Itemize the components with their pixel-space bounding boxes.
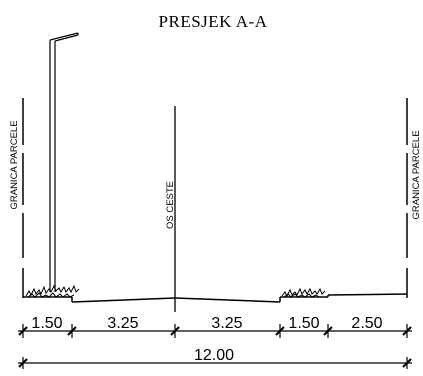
right-parcel-label: GRANICA PARCELE (411, 130, 422, 219)
segment-5-label: 2.50 (351, 315, 382, 332)
segment-1-label: 1.50 (31, 315, 62, 332)
ground-profile (23, 293, 408, 303)
right-grass-strip (281, 287, 326, 298)
street-lamp (49, 32, 79, 292)
segment-2-label: 3.25 (107, 315, 138, 332)
segment-dimension-line (18, 324, 412, 338)
segment-3-label: 3.25 (211, 315, 242, 332)
road-axis-label: OS CESTE (165, 181, 176, 229)
left-grass-strip (25, 284, 80, 298)
total-width-label: 12.00 (194, 347, 234, 364)
segment-4-label: 1.50 (288, 315, 319, 332)
left-parcel-label: GRANICA PARCELE (9, 120, 20, 209)
section-title: PRESJEK A-A (159, 12, 268, 31)
total-dimension-line (18, 357, 412, 369)
